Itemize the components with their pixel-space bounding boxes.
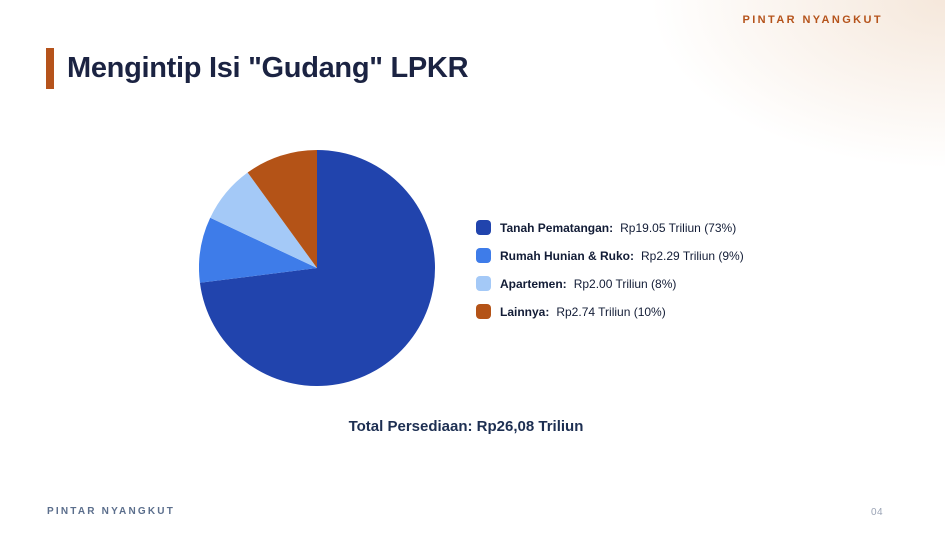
legend-label: Rumah Hunian & Ruko:: [500, 248, 634, 263]
page-number: 04: [871, 507, 884, 518]
brand-top-right: PINTAR NYANGKUT: [742, 14, 883, 26]
legend-label: Apartemen:: [500, 276, 567, 291]
brand-footer: PINTAR NYANGKUT: [47, 506, 176, 517]
pie-slice-apartemen: [210, 172, 317, 268]
pie-slice-tanah-pematangan: [199, 150, 435, 386]
legend-swatch-icon: [476, 304, 491, 319]
legend-item-rumah-hunian-ruko: Rumah Hunian & Ruko: Rp2.29 Triliun (9%): [476, 248, 744, 263]
pie-slice-lainnya: [247, 150, 317, 268]
legend-item-tanah-pematangan: Tanah Pematangan: Rp19.05 Triliun (73%): [476, 220, 744, 235]
pie-slice-rumah-hunian-ruko: [199, 217, 317, 283]
pie-chart: [199, 150, 435, 386]
title-accent-bar: [46, 48, 54, 89]
chart-legend: Tanah Pematangan: Rp19.05 Triliun (73%) Ru…: [476, 220, 744, 319]
total-label: Total Persediaan: Rp26,08 Triliun: [348, 418, 584, 435]
legend-item-lainnya: Lainnya: Rp2.74 Triliun (10%): [476, 304, 744, 319]
legend-value: Rp2.29 Triliun (9%): [641, 248, 744, 263]
legend-swatch-icon: [476, 248, 491, 263]
title-block: Mengintip Isi "Gudang" LPKR: [46, 48, 469, 89]
legend-value: Rp19.05 Triliun (73%): [620, 220, 737, 235]
legend-swatch-icon: [476, 220, 491, 235]
page-title: Mengintip Isi "Gudang" LPKR: [67, 52, 469, 84]
legend-label: Tanah Pematangan:: [500, 220, 614, 235]
legend-label: Lainnya:: [500, 304, 550, 319]
legend-value: Rp2.00 Triliun (8%): [573, 276, 677, 291]
legend-item-apartemen: Apartemen: Rp2.00 Triliun (8%): [476, 276, 744, 291]
legend-value: Rp2.74 Triliun (10%): [556, 304, 666, 319]
legend-swatch-icon: [476, 276, 491, 291]
